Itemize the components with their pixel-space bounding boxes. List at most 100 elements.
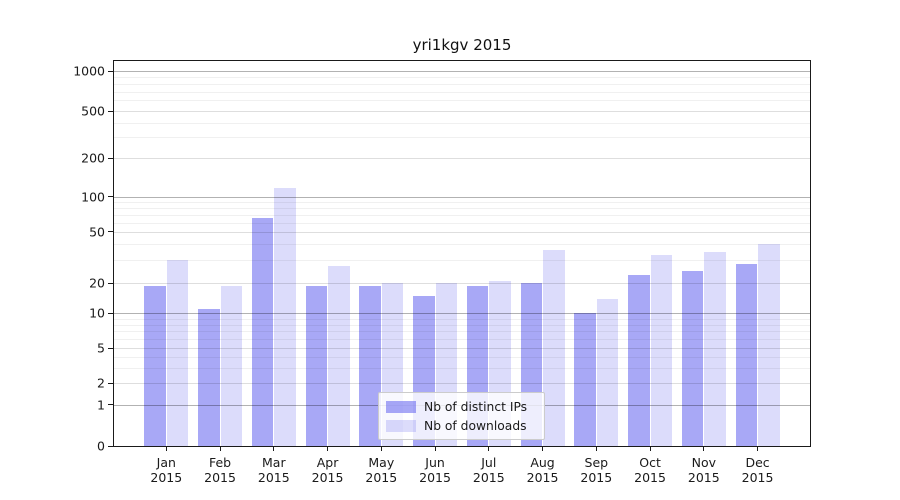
ytick-label-10: 10 xyxy=(89,305,105,321)
gridline-y-80 xyxy=(114,207,810,209)
xtick-label-jan: Jan 2015 xyxy=(150,455,183,485)
xtick-mark-mar xyxy=(273,447,275,451)
xtick-mark-jun xyxy=(434,447,436,451)
gridline-y-30 xyxy=(114,260,810,262)
bar-ips-oct xyxy=(628,275,650,446)
gridline-y-700 xyxy=(114,91,810,93)
xtick-label-mar: Mar 2015 xyxy=(257,455,290,485)
ytick-mark-2 xyxy=(108,382,113,384)
plot-area xyxy=(113,60,811,447)
gridline-y-2 xyxy=(114,383,810,385)
xtick-mark-aug xyxy=(542,447,544,451)
legend-swatch-distinct-ips xyxy=(386,400,416,413)
xtick-mark-may xyxy=(380,447,382,451)
gridline-y-400 xyxy=(114,122,810,124)
xtick-label-aug: Aug 2015 xyxy=(526,455,559,485)
xtick-mark-nov xyxy=(703,447,705,451)
xtick-label-apr: Apr 2015 xyxy=(311,455,344,485)
ytick-label-50: 50 xyxy=(89,224,105,240)
ytick-mark-200 xyxy=(108,157,113,159)
gridline-y-90 xyxy=(114,202,810,204)
xtick-mark-oct xyxy=(649,447,651,451)
gridline-y-4 xyxy=(114,356,810,358)
xtick-label-dec: Dec 2015 xyxy=(741,455,774,485)
xtick-label-sep: Sep 2015 xyxy=(580,455,613,485)
gridline-y-20 xyxy=(114,283,810,285)
gridline-y-100 xyxy=(114,196,810,198)
gridline-y-3 xyxy=(114,367,810,369)
bar-downloads-oct xyxy=(650,255,673,446)
legend-swatch-downloads xyxy=(386,419,416,432)
ytick-mark-1 xyxy=(108,404,113,406)
bar-ips-may xyxy=(359,285,381,446)
ytick-label-20: 20 xyxy=(89,275,105,291)
gridline-y-800 xyxy=(114,83,810,85)
bar-ips-feb xyxy=(198,309,220,446)
xtick-mark-feb xyxy=(219,447,221,451)
xtick-mark-jan xyxy=(165,447,167,451)
legend: Nb of distinct IPs Nb of downloads xyxy=(378,392,545,440)
xtick-label-may: May 2015 xyxy=(365,455,398,485)
bar-downloads-dec xyxy=(758,244,780,446)
gridline-y-5 xyxy=(114,348,810,350)
gridline-y-500 xyxy=(114,111,810,112)
chart-title: yri1kgv 2015 xyxy=(412,36,512,54)
gridline-y-10 xyxy=(114,313,810,315)
xtick-mark-sep xyxy=(595,447,597,451)
ytick-mark-20 xyxy=(108,282,113,284)
xtick-label-jul: Jul 2015 xyxy=(472,455,505,485)
bar-ips-apr xyxy=(305,285,328,446)
bar-downloads-nov xyxy=(704,251,726,446)
xtick-label-oct: Oct 2015 xyxy=(634,455,666,485)
gridline-y-60 xyxy=(114,222,810,224)
xtick-mark-dec xyxy=(757,447,759,451)
xtick-label-nov: Nov 2015 xyxy=(687,455,720,485)
bar-downloads-apr xyxy=(328,266,350,446)
bar-ips-mar xyxy=(251,218,274,446)
ytick-mark-0 xyxy=(108,445,113,447)
ytick-label-500: 500 xyxy=(81,103,105,119)
ytick-mark-100 xyxy=(108,196,113,198)
bar-downloads-jan xyxy=(166,260,189,446)
gridline-y-40 xyxy=(114,244,810,246)
ytick-label-1000: 1000 xyxy=(73,63,105,79)
gridline-y-200 xyxy=(114,158,810,160)
ytick-mark-500 xyxy=(108,110,113,112)
gridline-y-600 xyxy=(114,100,810,102)
gridline-y-70 xyxy=(114,214,810,216)
ytick-label-100: 100 xyxy=(81,189,105,205)
bar-ips-dec xyxy=(735,264,758,446)
bar-downloads-sep xyxy=(596,298,619,446)
ytick-mark-50 xyxy=(108,231,113,233)
bar-downloads-feb xyxy=(220,285,243,446)
xtick-mark-apr xyxy=(327,447,329,451)
ytick-label-0: 0 xyxy=(97,438,105,454)
gridline-y-50 xyxy=(114,231,810,233)
ytick-label-1: 1 xyxy=(97,397,105,413)
gridline-y-9 xyxy=(114,318,810,320)
legend-label-downloads: Nb of downloads xyxy=(424,418,527,433)
bar-downloads-aug xyxy=(543,250,565,446)
xtick-label-feb: Feb 2015 xyxy=(204,455,236,485)
bar-ips-jan xyxy=(144,285,166,446)
bar-downloads-mar xyxy=(274,187,296,446)
ytick-label-200: 200 xyxy=(81,150,105,166)
gridline-y-8 xyxy=(114,324,810,326)
gridline-y-1000 xyxy=(114,71,810,72)
xtick-label-jun: Jun 2015 xyxy=(419,455,451,485)
xtick-mark-jul xyxy=(488,447,490,451)
legend-entry-downloads: Nb of downloads xyxy=(386,416,536,435)
gridline-y-6 xyxy=(114,339,810,341)
ytick-mark-1000 xyxy=(108,70,113,72)
bar-ips-nov xyxy=(681,270,704,446)
ytick-mark-5 xyxy=(108,347,113,349)
ytick-label-2: 2 xyxy=(97,375,105,391)
gridline-y-7 xyxy=(114,331,810,333)
gridline-y-900 xyxy=(114,77,810,79)
ytick-mark-10 xyxy=(108,312,113,314)
gridline-y-300 xyxy=(114,137,810,139)
legend-label-distinct-ips: Nb of distinct IPs xyxy=(424,399,528,414)
legend-entry-distinct-ips: Nb of distinct IPs xyxy=(386,397,536,416)
bar-ips-sep xyxy=(574,313,596,446)
